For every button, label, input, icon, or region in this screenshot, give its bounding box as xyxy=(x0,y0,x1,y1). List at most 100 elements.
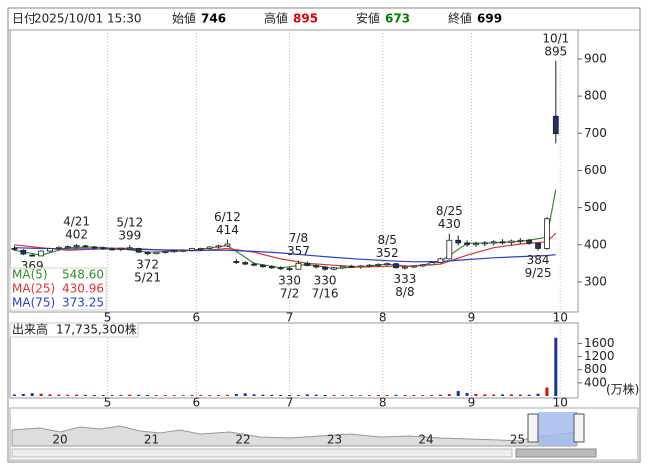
y-tick-label: 400 xyxy=(584,237,607,251)
annotation-value: 399 xyxy=(118,229,141,243)
volume-bar xyxy=(403,394,407,396)
scrollbar-thumb[interactable] xyxy=(515,448,597,458)
volume-bar xyxy=(110,395,114,396)
legend-value: 373.25 xyxy=(62,296,104,310)
ma-line xyxy=(14,247,556,263)
volume-bar xyxy=(66,394,70,396)
volume-bar xyxy=(314,394,318,396)
x-tick-label: 5 xyxy=(104,311,112,325)
navigator-window[interactable] xyxy=(538,412,578,446)
candle-body xyxy=(47,248,53,252)
volume-bar xyxy=(518,394,522,396)
candle-body xyxy=(260,264,266,268)
volume-total: 17,735,300株 xyxy=(56,322,137,337)
volume-bar xyxy=(252,394,256,396)
candle-body xyxy=(508,240,515,243)
header-field-label: 安値 xyxy=(356,11,380,26)
annotation-date: 7/2 xyxy=(280,286,299,300)
volume-bar xyxy=(30,393,34,396)
navigator-handle-left[interactable] xyxy=(527,413,539,443)
volume-bar xyxy=(39,393,43,396)
candle-body xyxy=(135,248,142,253)
scrollbar-track[interactable] xyxy=(11,448,513,458)
annotation-value: 372 xyxy=(136,258,159,272)
volume-bar xyxy=(288,395,292,396)
volume-bar xyxy=(474,394,478,396)
header-field-value: 895 xyxy=(293,12,318,26)
volume-bar xyxy=(545,387,549,396)
volume-bar xyxy=(137,394,141,396)
y-tick-label: 500 xyxy=(584,200,607,214)
y-tick-label: 700 xyxy=(584,126,607,140)
volume-bar xyxy=(376,395,380,396)
annotation-date: 5/12 xyxy=(116,216,143,230)
volume-bar xyxy=(83,394,87,396)
candle-body xyxy=(242,262,249,265)
volume-bar xyxy=(367,395,371,396)
header-field-value: 746 xyxy=(201,12,226,26)
annotation-value: 384 xyxy=(527,253,550,267)
candle-body xyxy=(428,262,435,266)
volume-bar xyxy=(394,394,398,396)
candle-body xyxy=(109,248,115,251)
frame xyxy=(7,7,641,463)
candle-body xyxy=(446,239,453,260)
candle-body xyxy=(82,245,89,248)
annotation-date: 9/25 xyxy=(525,266,552,280)
legend-value: 548.60 xyxy=(62,268,104,282)
volume-bar xyxy=(270,394,274,396)
candle-body xyxy=(91,246,98,249)
legend-name: MA(25) xyxy=(12,282,55,296)
annotation-date: 8/8 xyxy=(395,285,414,299)
candle-body xyxy=(490,241,497,244)
navigator-handle-right[interactable] xyxy=(573,413,585,443)
candle-body xyxy=(517,239,524,242)
volume-title-box xyxy=(9,322,139,338)
candle-body xyxy=(464,242,470,246)
annotation-date: 6/12 xyxy=(214,210,241,224)
candle-body xyxy=(153,251,160,255)
volume-bar xyxy=(492,394,496,396)
annotation-value: 895 xyxy=(544,44,567,58)
volume-bar xyxy=(199,395,203,396)
annotation-date: 7/16 xyxy=(312,286,339,300)
navigator-label: 21 xyxy=(144,433,159,447)
volume-bar xyxy=(261,394,265,396)
x-tick-label: 7 xyxy=(286,396,294,410)
annotation-date: 4/21 xyxy=(63,215,90,229)
candle-body xyxy=(419,264,426,267)
candle-body xyxy=(55,246,62,249)
candle-body xyxy=(189,248,195,251)
volume-bar xyxy=(412,395,416,396)
candle-body xyxy=(393,263,399,269)
volume-bar xyxy=(341,395,345,396)
x-tick-label: 6 xyxy=(193,396,201,410)
x-tick-label: 9 xyxy=(468,396,476,410)
candle-body xyxy=(366,264,373,267)
candle-body xyxy=(481,242,488,245)
candle-body xyxy=(224,243,231,247)
annotation-value: 357 xyxy=(287,244,310,258)
volume-title: 出来高 xyxy=(12,322,48,337)
candle-body xyxy=(304,262,311,266)
candle-body xyxy=(118,248,124,250)
volume-bar xyxy=(128,394,132,396)
volume-bar xyxy=(430,395,434,396)
candle-body xyxy=(357,265,364,268)
navigator-label: 22 xyxy=(235,433,250,447)
annotation-value: 402 xyxy=(65,228,88,242)
y-tick-label: 600 xyxy=(584,163,607,177)
volume-bar xyxy=(57,394,61,396)
header-field-label: 始値 xyxy=(172,11,196,26)
volume-bar xyxy=(465,393,469,396)
volume-bar xyxy=(527,394,531,396)
volume-bar xyxy=(296,394,300,396)
candle-body xyxy=(526,239,533,244)
volume-bar xyxy=(172,395,176,396)
volume-bar xyxy=(190,395,194,396)
candle-body xyxy=(295,262,302,270)
volume-bar xyxy=(181,395,185,396)
volume-bar xyxy=(75,394,79,396)
x-tick-label: 5 xyxy=(104,396,112,410)
